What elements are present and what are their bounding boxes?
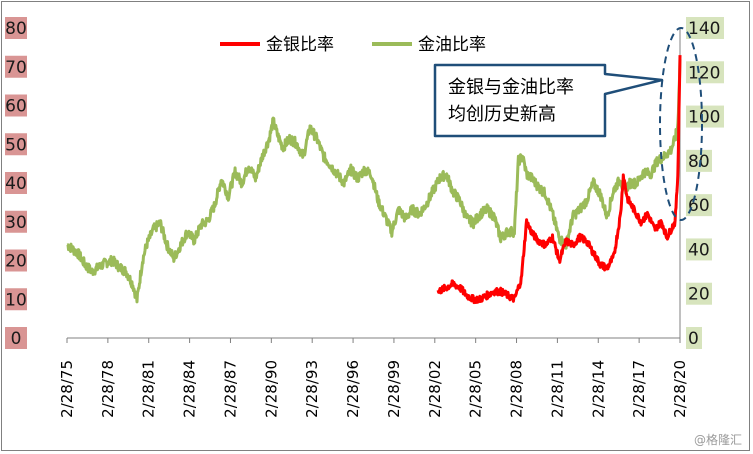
left-tick-bg <box>5 327 27 349</box>
left-tick-label: 40 <box>5 174 27 194</box>
callout-line-1: 金银与金油比率 <box>448 77 574 98</box>
x-tick-label: 2/28/02 <box>426 360 444 418</box>
callout-line-2: 均创历史新高 <box>448 104 556 125</box>
right-tick-bg <box>686 105 724 128</box>
callout-box <box>433 63 664 138</box>
left-tick-label: 20 <box>5 252 27 272</box>
x-tick-label: 2/28/90 <box>262 360 280 418</box>
left-tick-bg <box>5 55 27 78</box>
x-tick-label: 2/28/05 <box>467 360 485 418</box>
right-axis-ticks: 0 20 40 60 80 100 120 140 <box>686 17 724 349</box>
left-tick-label: 50 <box>5 135 27 155</box>
left-tick-bg <box>5 172 27 194</box>
series-layer <box>66 55 682 305</box>
left-tick-bg <box>5 133 27 156</box>
left-tick-label: 0 <box>11 329 22 349</box>
right-tick-bg <box>686 61 724 84</box>
x-tick-label: 2/28/81 <box>140 360 158 418</box>
x-tick-label: 2/28/20 <box>671 360 689 418</box>
x-tick-label: 2/28/96 <box>344 360 362 418</box>
x-tick-label: 2/28/17 <box>630 360 648 418</box>
right-tick-label: 40 <box>688 240 710 260</box>
left-axis-ticks: 0 10 20 30 40 50 60 70 80 <box>5 17 27 349</box>
right-tick-label: 20 <box>688 285 710 305</box>
left-tick-label: 10 <box>5 290 27 310</box>
x-tick-label: 2/28/99 <box>385 360 403 418</box>
right-tick-label: 60 <box>688 196 710 216</box>
right-tick-label: 100 <box>688 108 720 128</box>
left-tick-label: 30 <box>5 213 27 233</box>
right-tick-label: 120 <box>688 63 720 83</box>
annotation-callout: 金银与金油比率 均创历史新高 <box>433 63 664 138</box>
left-tick-label: 80 <box>5 19 27 39</box>
x-axis-ticks: 2/28/75 2/28/78 2/28/81 2/28/84 2/28/87 2/28/… <box>58 338 689 418</box>
left-tick-bg <box>5 94 27 117</box>
right-tick-label: 80 <box>688 152 710 172</box>
x-tick-label: 2/28/08 <box>508 360 526 418</box>
x-tick-label: 2/28/11 <box>548 360 566 418</box>
right-tick-label: 140 <box>688 19 720 39</box>
legend: 金银比率 金油比率 <box>220 35 486 55</box>
series-line-gold-silver <box>436 55 682 305</box>
watermark-text: @格隆汇 <box>694 432 742 447</box>
right-tick-bg <box>686 17 724 39</box>
right-tick-bg <box>686 194 712 217</box>
left-tick-label: 60 <box>5 97 27 117</box>
right-tick-bg <box>686 238 712 261</box>
x-tick-label: 2/28/84 <box>181 360 199 418</box>
left-tick-label: 70 <box>5 58 27 78</box>
left-tick-bg <box>5 249 27 272</box>
x-tick-label: 2/28/14 <box>589 360 607 418</box>
series-line-gold-oil <box>66 58 682 304</box>
x-tick-label: 2/28/75 <box>58 360 76 418</box>
legend-label-gold-oil: 金油比率 <box>418 35 486 55</box>
x-tick-label: 2/28/78 <box>99 360 117 418</box>
legend-label-gold-silver: 金银比率 <box>266 35 334 55</box>
left-tick-bg <box>5 288 27 311</box>
right-tick-bg <box>686 327 702 349</box>
x-tick-label: 2/28/93 <box>303 360 321 418</box>
right-tick-bg <box>686 149 712 172</box>
left-tick-bg <box>5 210 27 233</box>
left-tick-bg <box>5 17 27 39</box>
right-tick-label: 0 <box>688 329 699 349</box>
right-tick-bg <box>686 282 712 305</box>
x-tick-label: 2/28/87 <box>221 360 239 418</box>
highlight-ellipse <box>659 27 703 221</box>
